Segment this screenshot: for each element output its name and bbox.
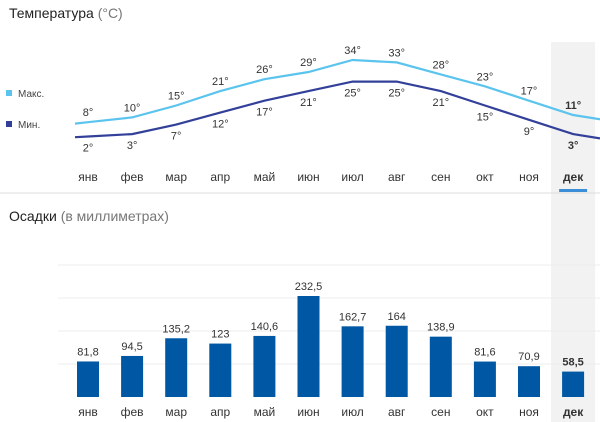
- temp-min-label: 7°: [171, 131, 182, 143]
- precip-bar: [165, 338, 188, 397]
- precip-grid: [58, 264, 600, 365]
- precip-month-label: июл: [341, 405, 363, 419]
- precip-month-label: мар: [165, 405, 187, 419]
- legend-max-label: Макс.: [18, 89, 44, 100]
- precip-bar: [297, 296, 320, 397]
- temp-min-label: 2°: [83, 143, 94, 155]
- precip-value-label: 58,5: [562, 357, 583, 369]
- temp-min-label: 17°: [256, 107, 273, 119]
- precip-bar: [385, 325, 408, 397]
- temp-month-label: окт: [476, 170, 494, 184]
- precip-value-label: 135,2: [162, 323, 190, 335]
- temperature-title-text: Температура: [9, 5, 94, 21]
- temp-month-label: фев: [121, 170, 144, 184]
- temp-min-label: 12°: [212, 119, 229, 131]
- temp-month-label: сен: [431, 170, 450, 184]
- precip-value-label: 232,5: [295, 281, 323, 293]
- temp-max-label: 8°: [83, 107, 94, 119]
- precip-bar: [121, 355, 144, 397]
- precipitation-title: Осадки (в миллиметрах): [9, 208, 169, 224]
- precip-bar: [341, 326, 364, 397]
- precip-bars: [77, 296, 585, 397]
- precip-value-label: 162,7: [339, 311, 367, 323]
- temp-max-label: 29°: [300, 57, 317, 69]
- temp-max-label: 26°: [256, 64, 273, 76]
- precip-bar: [562, 371, 585, 397]
- precip-month-label: ноя: [519, 405, 539, 419]
- temp-month-label: апр: [210, 170, 230, 184]
- temp-min-label: 21°: [432, 97, 449, 109]
- precip-value-label: 138,9: [427, 322, 455, 334]
- precip-value-label: 81,6: [474, 347, 495, 359]
- precip-month-label: янв: [78, 405, 98, 419]
- temp-month-label: дек: [563, 170, 584, 184]
- precip-month-label: сен: [431, 405, 450, 419]
- temp-min-label: 3°: [127, 140, 138, 152]
- temp-max-label: 28°: [432, 59, 449, 71]
- selected-month-highlight: [551, 42, 596, 422]
- temp-month-label: мар: [165, 170, 187, 184]
- temp-month-label: июн: [297, 170, 319, 184]
- precip-month-label: апр: [210, 405, 230, 419]
- temperature-unit: (°C): [97, 5, 123, 21]
- temp-month-label: ноя: [519, 170, 539, 184]
- precipitation-unit: (в миллиметрах): [60, 208, 169, 224]
- temp-max-line: [74, 58, 600, 125]
- temp-legend: Макс. Мин.: [6, 89, 44, 131]
- chart-labels: 8° 10° 15° 21° 26° 29° 34° 33° 28° 23° 17° 11° 2° 3° 7…: [77, 45, 588, 419]
- temp-max-label: 11°: [565, 100, 581, 112]
- precip-bar: [253, 335, 276, 397]
- precip-bar: [77, 361, 99, 397]
- precip-month-label: дек: [563, 405, 584, 419]
- temp-min-label: 25°: [388, 88, 405, 100]
- precip-value-label: 70,9: [518, 351, 539, 363]
- precip-bar: [473, 361, 496, 397]
- precip-value-label: 81,8: [77, 346, 98, 358]
- temp-month-label: май: [254, 170, 276, 184]
- temp-lines: [74, 58, 600, 140]
- precip-bar: [518, 366, 540, 397]
- temp-max-label: 15°: [168, 90, 185, 102]
- precip-bar: [429, 336, 452, 397]
- temp-min-label: 9°: [524, 126, 535, 138]
- precip-value-label: 94,5: [121, 341, 142, 353]
- precip-bar: [209, 343, 232, 397]
- selected-month-indicator: [559, 189, 588, 192]
- temp-min-line: [74, 80, 600, 140]
- legend-min-label: Мин.: [18, 120, 40, 131]
- temp-min-label: 21°: [300, 97, 317, 109]
- precip-month-label: окт: [476, 405, 494, 419]
- precip-month-label: июн: [297, 405, 319, 419]
- precip-month-label: авг: [388, 405, 406, 419]
- temp-min-label: 3°: [568, 140, 579, 152]
- legend-min-swatch: [6, 121, 12, 127]
- temperature-title: Температура (°C): [9, 5, 123, 21]
- precip-value-label: 140,6: [251, 321, 279, 333]
- temp-max-label: 17°: [521, 86, 538, 98]
- precipitation-title-text: Осадки: [9, 208, 57, 224]
- temp-max-label: 21°: [212, 76, 229, 88]
- temp-month-label: июл: [341, 170, 363, 184]
- temp-max-label: 34°: [344, 45, 361, 57]
- temp-max-label: 10°: [124, 102, 141, 114]
- temp-min-label: 15°: [477, 111, 494, 123]
- precip-value-label: 123: [211, 329, 229, 341]
- precip-month-label: май: [254, 405, 276, 419]
- precip-value-label: 164: [388, 311, 406, 323]
- temp-max-label: 23°: [477, 71, 494, 83]
- precip-month-label: фев: [121, 405, 144, 419]
- legend-max-swatch: [6, 90, 12, 96]
- temp-max-label: 33°: [388, 47, 405, 59]
- temp-month-label: янв: [78, 170, 98, 184]
- temp-month-label: авг: [388, 170, 406, 184]
- temp-min-label: 25°: [344, 88, 361, 100]
